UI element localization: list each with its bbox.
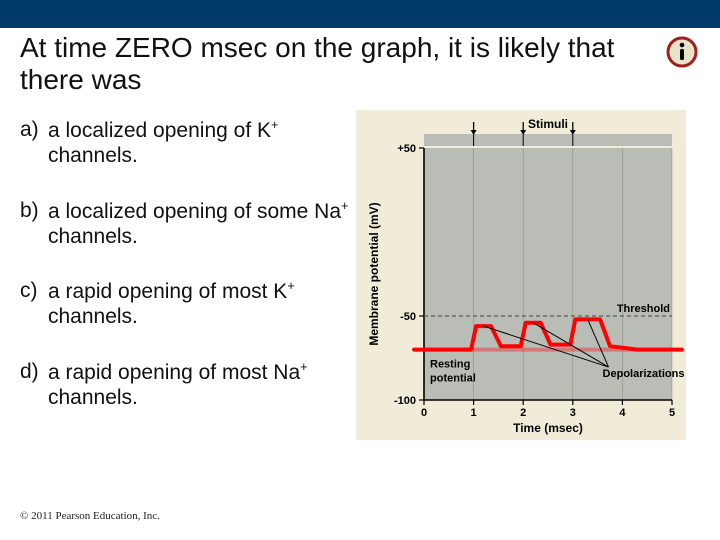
svg-text:2: 2 — [520, 407, 526, 419]
svg-text:1: 1 — [471, 407, 477, 419]
svg-text:+50: +50 — [397, 143, 416, 155]
svg-text:Depolarizations: Depolarizations — [603, 368, 685, 380]
svg-text:0: 0 — [421, 407, 427, 419]
body-row: a)a localized opening of K+ channels.b)a… — [20, 118, 700, 440]
svg-text:potential: potential — [430, 373, 476, 385]
option-letter: a) — [20, 118, 48, 169]
option-text: a localized opening of some Na+ channels… — [48, 199, 350, 250]
copyright-text: © 2011 Pearson Education, Inc. — [20, 510, 160, 522]
answer-option[interactable]: d)a rapid opening of most Na+ channels. — [20, 360, 350, 411]
svg-text:Stimuli: Stimuli — [528, 117, 568, 131]
answer-options: a)a localized opening of K+ channels.b)a… — [20, 118, 350, 440]
svg-text:3: 3 — [570, 407, 576, 419]
top-bar — [0, 0, 720, 28]
chart-svg: 0 1 2 3 4 5 -100 -50 +50 Stimuli Threshold Resting p… — [356, 110, 686, 440]
svg-text:Threshold: Threshold — [617, 303, 670, 315]
option-text: a rapid opening of most Na+ channels. — [48, 360, 350, 411]
answer-option[interactable]: b)a localized opening of some Na+ channe… — [20, 199, 350, 250]
slide: At time ZERO msec on the graph, it is li… — [0, 0, 720, 540]
membrane-potential-chart: 0 1 2 3 4 5 -100 -50 +50 Stimuli Threshold Resting p… — [356, 110, 686, 440]
svg-text:Time (msec): Time (msec) — [513, 421, 583, 435]
option-letter: c) — [20, 279, 48, 330]
question-title: At time ZERO msec on the graph, it is li… — [20, 32, 660, 96]
content-area: At time ZERO msec on the graph, it is li… — [0, 28, 720, 441]
svg-text:-50: -50 — [400, 311, 416, 323]
svg-text:Membrane potential (mV): Membrane potential (mV) — [367, 203, 381, 346]
answer-option[interactable]: a)a localized opening of K+ channels. — [20, 118, 350, 169]
answer-option[interactable]: c)a rapid opening of most K+ channels. — [20, 279, 350, 330]
svg-text:Resting: Resting — [430, 359, 470, 371]
option-text: a rapid opening of most K+ channels. — [48, 279, 350, 330]
svg-text:-100: -100 — [394, 395, 416, 407]
info-badge-icon — [666, 36, 698, 68]
option-letter: b) — [20, 199, 48, 250]
svg-text:4: 4 — [619, 407, 626, 419]
option-text: a localized opening of K+ channels. — [48, 118, 350, 169]
option-letter: d) — [20, 360, 48, 411]
svg-text:5: 5 — [669, 407, 675, 419]
